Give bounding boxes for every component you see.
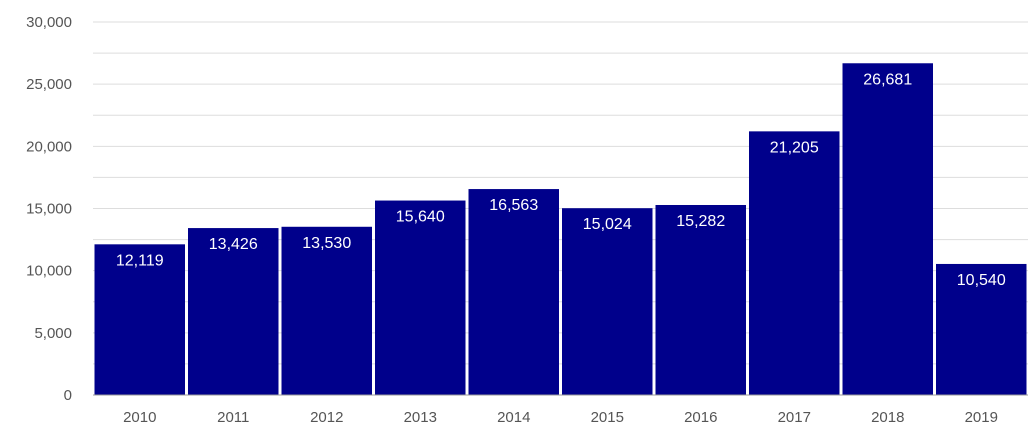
x-tick-label: 2011 — [217, 409, 249, 426]
x-tick-label: 2010 — [123, 409, 156, 426]
x-tick-label: 2013 — [404, 409, 437, 426]
bar-2013 — [375, 200, 466, 395]
bar-value-label: 15,640 — [396, 209, 445, 226]
x-tick-label: 2014 — [497, 409, 530, 426]
x-tick-label: 2019 — [965, 409, 998, 426]
bar-2014 — [468, 189, 559, 395]
x-tick-label: 2012 — [310, 409, 343, 426]
bar-value-label: 12,119 — [116, 252, 164, 269]
bar-value-label: 13,426 — [209, 236, 258, 253]
bar-value-label: 13,530 — [302, 235, 351, 252]
y-tick-label: 15,000 — [26, 201, 72, 218]
bar-2010 — [94, 244, 185, 395]
y-tick-label: 30,000 — [26, 14, 72, 31]
bar-2018 — [842, 63, 933, 395]
y-tick-label: 20,000 — [26, 138, 72, 155]
y-tick-label: 0 — [64, 387, 72, 404]
x-tick-label: 2015 — [591, 409, 624, 426]
y-axis: 0 5,000 10,000 15,000 20,000 25,000 30,000 — [26, 14, 72, 404]
bar-value-labels: 12,119 13,426 13,530 15,640 16,563 15,024 15,2… — [116, 71, 1006, 289]
bars — [94, 63, 1027, 395]
bar-2011 — [188, 228, 279, 395]
bar-2015 — [562, 208, 653, 395]
bar-2016 — [655, 204, 746, 395]
bar-value-label: 21,205 — [770, 139, 819, 156]
y-tick-label: 5,000 — [34, 325, 72, 342]
x-tick-label: 2017 — [778, 409, 811, 426]
bar-2017 — [749, 131, 840, 395]
x-tick-label: 2016 — [684, 409, 717, 426]
bar-2019 — [936, 263, 1027, 395]
x-tick-label: 2018 — [871, 409, 904, 426]
bar-value-label: 16,563 — [489, 197, 538, 214]
bar-value-label: 15,282 — [676, 213, 725, 230]
bar-value-label: 10,540 — [957, 272, 1006, 289]
y-tick-label: 10,000 — [26, 263, 72, 280]
y-tick-label: 25,000 — [26, 76, 72, 93]
x-axis: 2010 2011 2012 2013 2014 2015 2016 2017 2018 2019 — [93, 394, 1028, 426]
bar-value-label: 26,681 — [863, 71, 912, 88]
bar-value-label: 15,024 — [583, 216, 632, 233]
bar-2012 — [281, 226, 372, 395]
